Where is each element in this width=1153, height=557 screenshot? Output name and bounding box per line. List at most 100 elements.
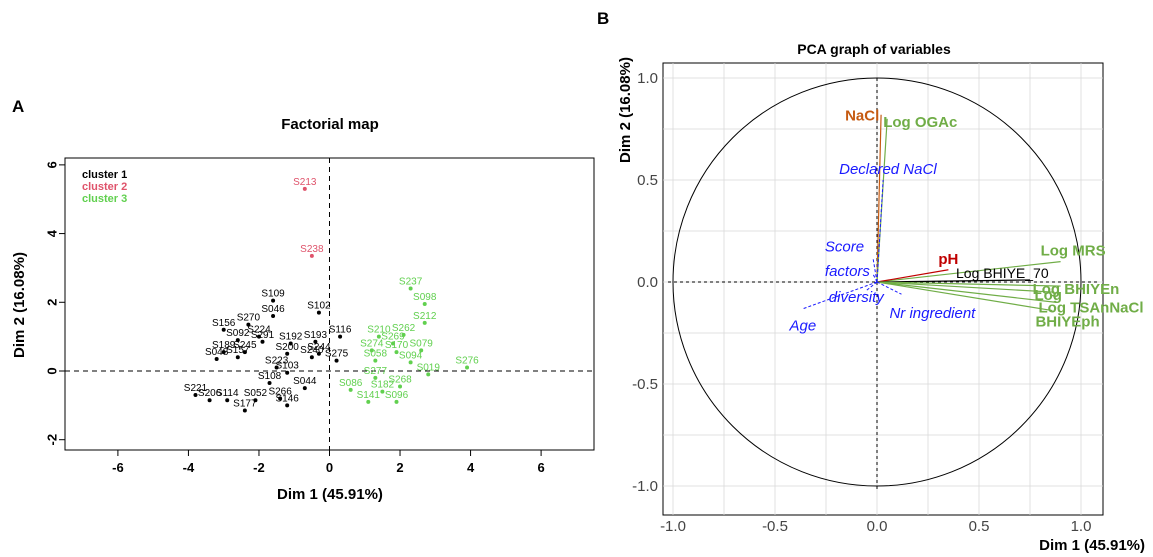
point-label: S094 bbox=[399, 350, 423, 361]
data-point bbox=[302, 386, 307, 391]
data-point bbox=[253, 398, 258, 403]
data-point bbox=[193, 393, 198, 398]
y-tick-label: -0.5 bbox=[632, 376, 658, 393]
data-point bbox=[369, 348, 374, 353]
data-point bbox=[313, 339, 318, 344]
data-point bbox=[235, 355, 240, 360]
variable-vector bbox=[876, 269, 949, 283]
point-label: S092 bbox=[226, 328, 250, 339]
variable-label: BHIYEph bbox=[1035, 314, 1099, 331]
point-label: S044 bbox=[293, 376, 317, 387]
variable-label: Log OGAc bbox=[883, 114, 957, 131]
supplementary-label: Declared NaCl bbox=[839, 161, 937, 178]
x-tick-label: -4 bbox=[183, 460, 195, 475]
x-tick-label: 0 bbox=[326, 460, 333, 475]
supplementary-label: diversity bbox=[829, 289, 886, 306]
variable-label: pH bbox=[938, 251, 958, 268]
data-point bbox=[221, 327, 226, 332]
variable-vector bbox=[876, 114, 882, 283]
point-label: S170 bbox=[385, 340, 409, 351]
x-tick-label: -6 bbox=[112, 460, 124, 475]
point-label: S102 bbox=[307, 301, 331, 312]
point-label: S157 bbox=[226, 345, 250, 356]
data-point bbox=[380, 389, 385, 394]
data-point bbox=[242, 408, 247, 413]
data-point bbox=[390, 341, 395, 346]
factorial-map-ticks: -6 -4 -2 0 2 4 6 -2 0 2 4 6 bbox=[44, 161, 544, 475]
data-point bbox=[288, 341, 293, 346]
data-point bbox=[225, 398, 230, 403]
point-label: S192 bbox=[279, 332, 303, 343]
x-tick-label: 0.5 bbox=[969, 518, 990, 535]
factorial-map-title: Factorial map bbox=[281, 116, 379, 133]
point-label: S109 bbox=[261, 289, 285, 300]
data-point bbox=[246, 322, 251, 327]
supplementary-vector bbox=[866, 281, 878, 291]
y-tick-label: 0 bbox=[44, 367, 59, 374]
data-point bbox=[373, 358, 378, 363]
point-label: S291 bbox=[251, 330, 275, 341]
variable-label: Log TSAnNaCl bbox=[1039, 299, 1144, 316]
data-point bbox=[267, 381, 272, 386]
data-point bbox=[214, 356, 219, 361]
data-point bbox=[334, 358, 339, 363]
point-label: S189 bbox=[212, 340, 236, 351]
data-point bbox=[398, 384, 403, 389]
supplementary-label: factors bbox=[825, 263, 871, 280]
legend-entry: cluster 1 bbox=[82, 169, 127, 181]
point-label: S275 bbox=[325, 349, 349, 360]
variable-vector bbox=[876, 281, 1055, 293]
data-point bbox=[207, 398, 212, 403]
legend-entry: cluster 2 bbox=[82, 181, 127, 193]
x-tick-label: 4 bbox=[467, 460, 475, 475]
x-tick-label: 2 bbox=[396, 460, 403, 475]
panel-a: A Factorial map -6 -4 -2 0 2 4 6 -2 0 2 4 6 S109 S04… bbox=[11, 97, 595, 503]
variable-label: Log BHIYEn bbox=[1033, 281, 1120, 298]
point-label: S086 bbox=[339, 378, 363, 389]
point-label: S238 bbox=[300, 244, 324, 255]
y-tick-label: 0.5 bbox=[637, 172, 658, 189]
point-label: S245 bbox=[233, 340, 257, 351]
point-label: S146 bbox=[276, 393, 300, 404]
data-point bbox=[309, 253, 314, 258]
y-tick-label: 0.0 bbox=[637, 274, 658, 291]
data-point bbox=[465, 365, 470, 370]
data-point bbox=[408, 360, 413, 365]
variable-label: NaCl bbox=[845, 108, 879, 125]
data-point bbox=[271, 314, 276, 319]
data-point bbox=[376, 334, 381, 339]
data-point bbox=[278, 396, 283, 401]
point-label: S116 bbox=[329, 325, 352, 336]
point-label: S212 bbox=[413, 311, 437, 322]
data-point bbox=[408, 286, 413, 291]
data-point bbox=[426, 372, 431, 377]
data-point bbox=[285, 351, 290, 356]
panel-label-a: A bbox=[12, 97, 24, 116]
pca-variables-title: PCA graph of variables bbox=[797, 41, 951, 57]
point-label: S048 bbox=[205, 347, 229, 358]
pca-ticks: -1.0 -0.5 0.0 0.5 1.0 -1.0 -0.5 0.0 0.5 1.0 bbox=[632, 70, 1091, 535]
point-label: S269 bbox=[381, 332, 405, 343]
y-tick-label: 6 bbox=[44, 161, 59, 168]
point-label: S046 bbox=[261, 304, 285, 315]
factorial-map-zero-lines bbox=[65, 158, 594, 450]
point-label: S108 bbox=[258, 371, 282, 382]
data-point bbox=[309, 355, 314, 360]
variable-vector bbox=[876, 281, 1053, 312]
factorial-map-xlabel: Dim 1 (45.91%) bbox=[277, 486, 383, 503]
data-point bbox=[419, 348, 424, 353]
supplementary-vector bbox=[872, 273, 878, 283]
data-point bbox=[401, 332, 406, 337]
data-point bbox=[373, 375, 378, 380]
point-label: S224 bbox=[247, 325, 271, 336]
point-label: S098 bbox=[413, 292, 437, 303]
variable-label: Log MRS bbox=[1041, 243, 1106, 260]
variable-vector bbox=[876, 261, 1061, 283]
point-label: S268 bbox=[388, 374, 412, 385]
x-tick-label: 0.0 bbox=[867, 518, 888, 535]
point-label: S237 bbox=[399, 277, 423, 288]
